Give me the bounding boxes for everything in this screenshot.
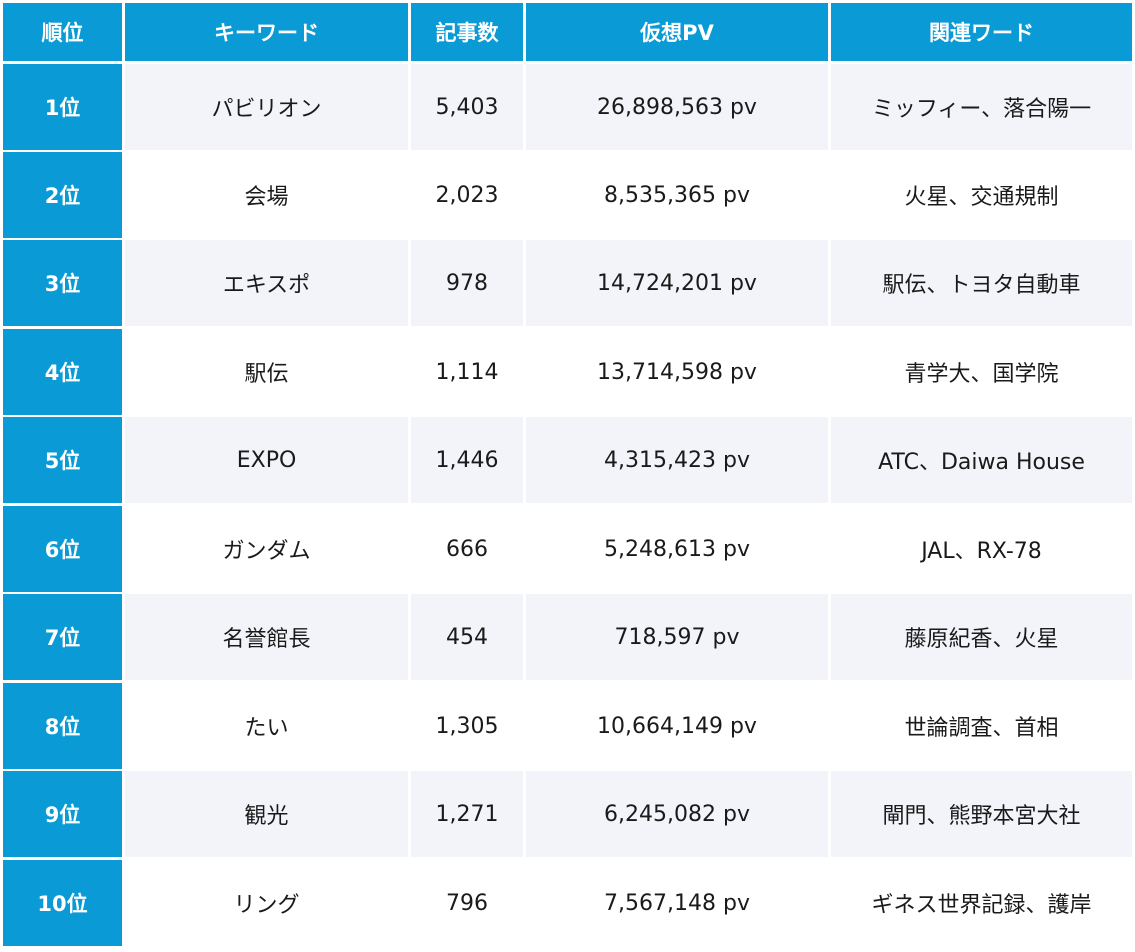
- articles-cell: 666: [411, 506, 523, 592]
- articles-cell: 2,023: [411, 152, 523, 238]
- keyword-cell: パビリオン: [125, 64, 408, 150]
- rank-cell: 7位: [3, 594, 122, 680]
- table-row: 9位 観光 1,271 6,245,082 pv 閘門、熊野本宮大社: [0, 771, 1135, 857]
- related-cell: 閘門、熊野本宮大社: [831, 771, 1132, 857]
- rank-cell: 9位: [3, 771, 122, 857]
- pv-cell: 5,248,613 pv: [526, 506, 828, 592]
- table-row: 6位 ガンダム 666 5,248,613 pv JAL、RX-78: [0, 506, 1135, 592]
- related-cell: 世論調査、首相: [831, 683, 1132, 769]
- pv-cell: 8,535,365 pv: [526, 152, 828, 238]
- keyword-cell: ガンダム: [125, 506, 408, 592]
- rank-cell: 2位: [3, 152, 122, 238]
- articles-cell: 1,114: [411, 329, 523, 415]
- articles-cell: 978: [411, 240, 523, 326]
- table-row: 5位 EXPO 1,446 4,315,423 pv ATC、Daiwa Hou…: [0, 417, 1135, 503]
- keyword-cell: リング: [125, 860, 408, 946]
- pv-cell: 13,714,598 pv: [526, 329, 828, 415]
- table-row: 4位 駅伝 1,114 13,714,598 pv 青学大、国学院: [0, 329, 1135, 415]
- pv-cell: 4,315,423 pv: [526, 417, 828, 503]
- table-row: 2位 会場 2,023 8,535,365 pv 火星、交通規制: [0, 152, 1135, 238]
- keyword-cell: EXPO: [125, 417, 408, 503]
- rank-cell: 4位: [3, 329, 122, 415]
- pv-cell: 10,664,149 pv: [526, 683, 828, 769]
- pv-cell: 14,724,201 pv: [526, 240, 828, 326]
- header-rank: 順位: [3, 3, 122, 61]
- table-row: 8位 たい 1,305 10,664,149 pv 世論調査、首相: [0, 683, 1135, 769]
- table-row: 10位 リング 796 7,567,148 pv ギネス世界記録、護岸: [0, 860, 1135, 946]
- rank-cell: 5位: [3, 417, 122, 503]
- pv-cell: 26,898,563 pv: [526, 64, 828, 150]
- header-related-words: 関連ワード: [831, 3, 1132, 61]
- related-cell: 青学大、国学院: [831, 329, 1132, 415]
- pv-cell: 7,567,148 pv: [526, 860, 828, 946]
- keyword-cell: 名誉館長: [125, 594, 408, 680]
- rank-cell: 3位: [3, 240, 122, 326]
- rank-cell: 1位: [3, 64, 122, 150]
- rank-cell: 6位: [3, 506, 122, 592]
- related-cell: 藤原紀香、火星: [831, 594, 1132, 680]
- keyword-cell: 会場: [125, 152, 408, 238]
- related-cell: ギネス世界記録、護岸: [831, 860, 1132, 946]
- articles-cell: 796: [411, 860, 523, 946]
- pv-cell: 6,245,082 pv: [526, 771, 828, 857]
- articles-cell: 1,271: [411, 771, 523, 857]
- keyword-cell: 駅伝: [125, 329, 408, 415]
- table-row: 3位 エキスポ 978 14,724,201 pv 駅伝、トヨタ自動車: [0, 240, 1135, 326]
- table-row: 7位 名誉館長 454 718,597 pv 藤原紀香、火星: [0, 594, 1135, 680]
- keyword-cell: エキスポ: [125, 240, 408, 326]
- articles-cell: 454: [411, 594, 523, 680]
- related-cell: 火星、交通規制: [831, 152, 1132, 238]
- related-cell: ATC、Daiwa House: [831, 417, 1132, 503]
- articles-cell: 5,403: [411, 64, 523, 150]
- articles-cell: 1,305: [411, 683, 523, 769]
- related-cell: JAL、RX-78: [831, 506, 1132, 592]
- pv-cell: 718,597 pv: [526, 594, 828, 680]
- rank-cell: 10位: [3, 860, 122, 946]
- table-row: 1位 パビリオン 5,403 26,898,563 pv ミッフィー、落合陽一: [0, 64, 1135, 150]
- keyword-cell: たい: [125, 683, 408, 769]
- keyword-cell: 観光: [125, 771, 408, 857]
- related-cell: 駅伝、トヨタ自動車: [831, 240, 1132, 326]
- header-articles: 記事数: [411, 3, 523, 61]
- header-keyword: キーワード: [125, 3, 408, 61]
- articles-cell: 1,446: [411, 417, 523, 503]
- related-cell: ミッフィー、落合陽一: [831, 64, 1132, 150]
- rank-cell: 8位: [3, 683, 122, 769]
- header-virtual-pv: 仮想PV: [526, 3, 828, 61]
- table-header-row: 順位 キーワード 記事数 仮想PV 関連ワード: [0, 3, 1135, 89]
